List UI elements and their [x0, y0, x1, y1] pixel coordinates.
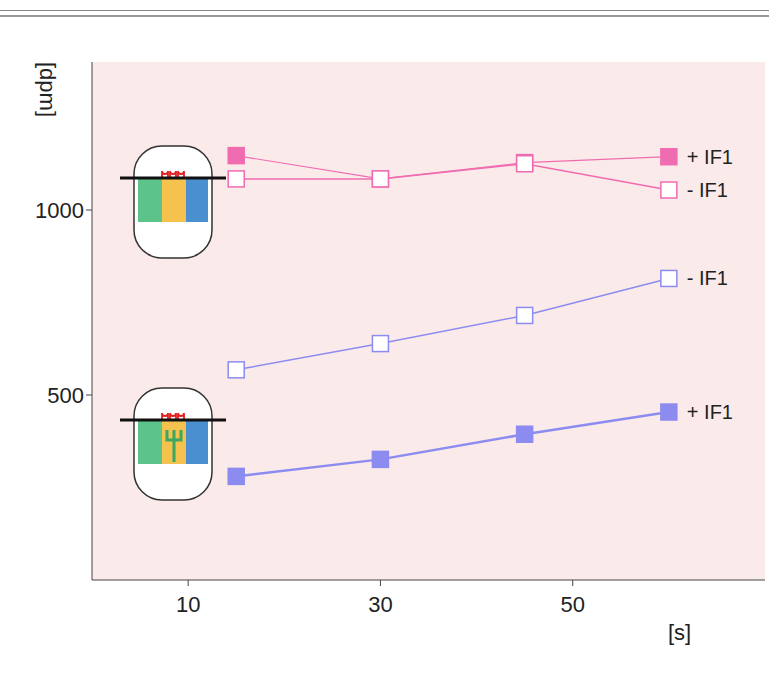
- svg-text:1000: 1000: [35, 198, 84, 223]
- svg-text:[s]: [s]: [668, 620, 691, 645]
- svg-text:500: 500: [47, 383, 84, 408]
- svg-text:50: 50: [560, 592, 584, 617]
- svg-text:10: 10: [176, 592, 200, 617]
- svg-text:+ IF1: + IF1: [687, 401, 733, 423]
- svg-text:+ IF1: + IF1: [687, 146, 733, 168]
- svg-text:- IF1: - IF1: [687, 179, 728, 201]
- svg-text:30: 30: [368, 592, 392, 617]
- svg-text:[dpm]: [dpm]: [35, 62, 60, 117]
- svg-text:- IF1: - IF1: [687, 267, 728, 289]
